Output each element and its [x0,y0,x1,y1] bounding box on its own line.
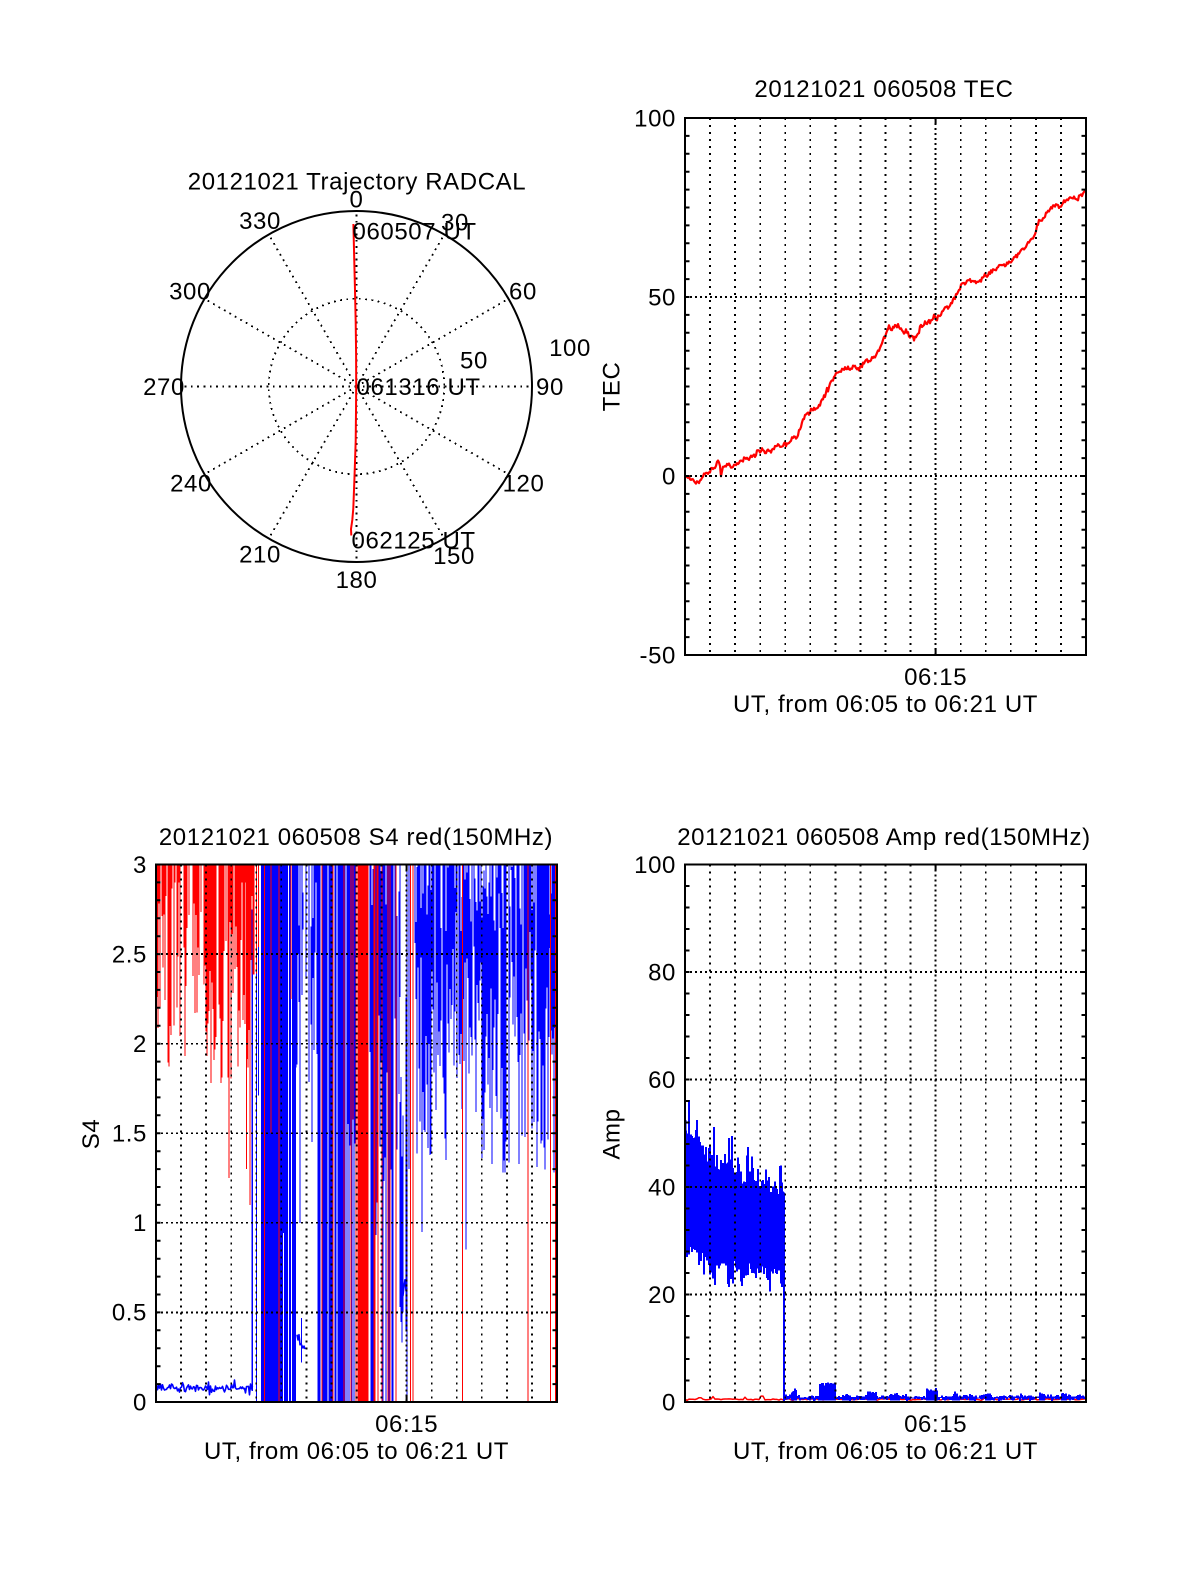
svg-text:100: 100 [549,335,591,362]
svg-text:20121021 060508 S4 red(150MHz): 20121021 060508 S4 red(150MHz) [159,824,553,851]
svg-text:0: 0 [662,1389,676,1416]
svg-text:60: 60 [648,1067,676,1094]
svg-text:40: 40 [648,1174,676,1201]
svg-text:0: 0 [350,186,364,213]
svg-text:150: 150 [433,543,475,570]
svg-text:060507 UT: 060507 UT [353,218,477,245]
svg-text:270: 270 [143,374,185,401]
svg-text:1: 1 [133,1210,147,1237]
svg-text:S4: S4 [78,1119,105,1150]
svg-text:20121021 060508 Amp red(150MHz: 20121021 060508 Amp red(150MHz) [677,824,1091,851]
svg-text:2: 2 [133,1031,147,1058]
svg-text:0.5: 0.5 [112,1300,147,1327]
svg-text:3: 3 [133,852,147,879]
svg-text:06:15: 06:15 [904,1411,967,1438]
svg-text:20: 20 [648,1282,676,1309]
svg-text:Amp: Amp [599,1108,626,1159]
svg-text:100: 100 [634,852,676,879]
svg-text:1.5: 1.5 [112,1121,147,1148]
svg-text:062125 UT: 062125 UT [352,527,476,554]
svg-text:20121021 Trajectory RADCAL: 20121021 Trajectory RADCAL [188,169,526,196]
svg-text:180: 180 [336,567,378,594]
svg-text:240: 240 [170,470,212,497]
svg-text:80: 80 [648,959,676,986]
svg-text:100: 100 [634,105,676,132]
svg-text:330: 330 [239,208,281,235]
svg-text:0: 0 [662,463,676,490]
svg-text:20121021 060508 TEC: 20121021 060508 TEC [754,76,1013,103]
svg-text:90: 90 [536,374,564,401]
svg-text:UT, from 06:05 to 06:21 UT: UT, from 06:05 to 06:21 UT [733,691,1038,718]
svg-text:210: 210 [239,541,281,568]
svg-text:50: 50 [648,284,676,311]
svg-text:300: 300 [169,278,211,305]
svg-text:UT, from 06:05 to 06:21 UT: UT, from 06:05 to 06:21 UT [733,1438,1038,1465]
svg-text:TEC: TEC [599,362,626,412]
svg-text:60: 60 [509,278,537,305]
svg-text:2.5: 2.5 [112,941,147,968]
svg-text:061316 UT: 061316 UT [357,374,481,401]
svg-text:06:15: 06:15 [375,1411,438,1438]
svg-text:UT, from 06:05 to 06:21 UT: UT, from 06:05 to 06:21 UT [204,1438,509,1465]
svg-text:120: 120 [503,470,545,497]
svg-text:30: 30 [441,209,469,236]
svg-text:06:15: 06:15 [904,664,967,691]
svg-text:-50: -50 [640,642,677,669]
svg-text:0: 0 [133,1389,147,1416]
svg-text:50: 50 [460,347,488,374]
